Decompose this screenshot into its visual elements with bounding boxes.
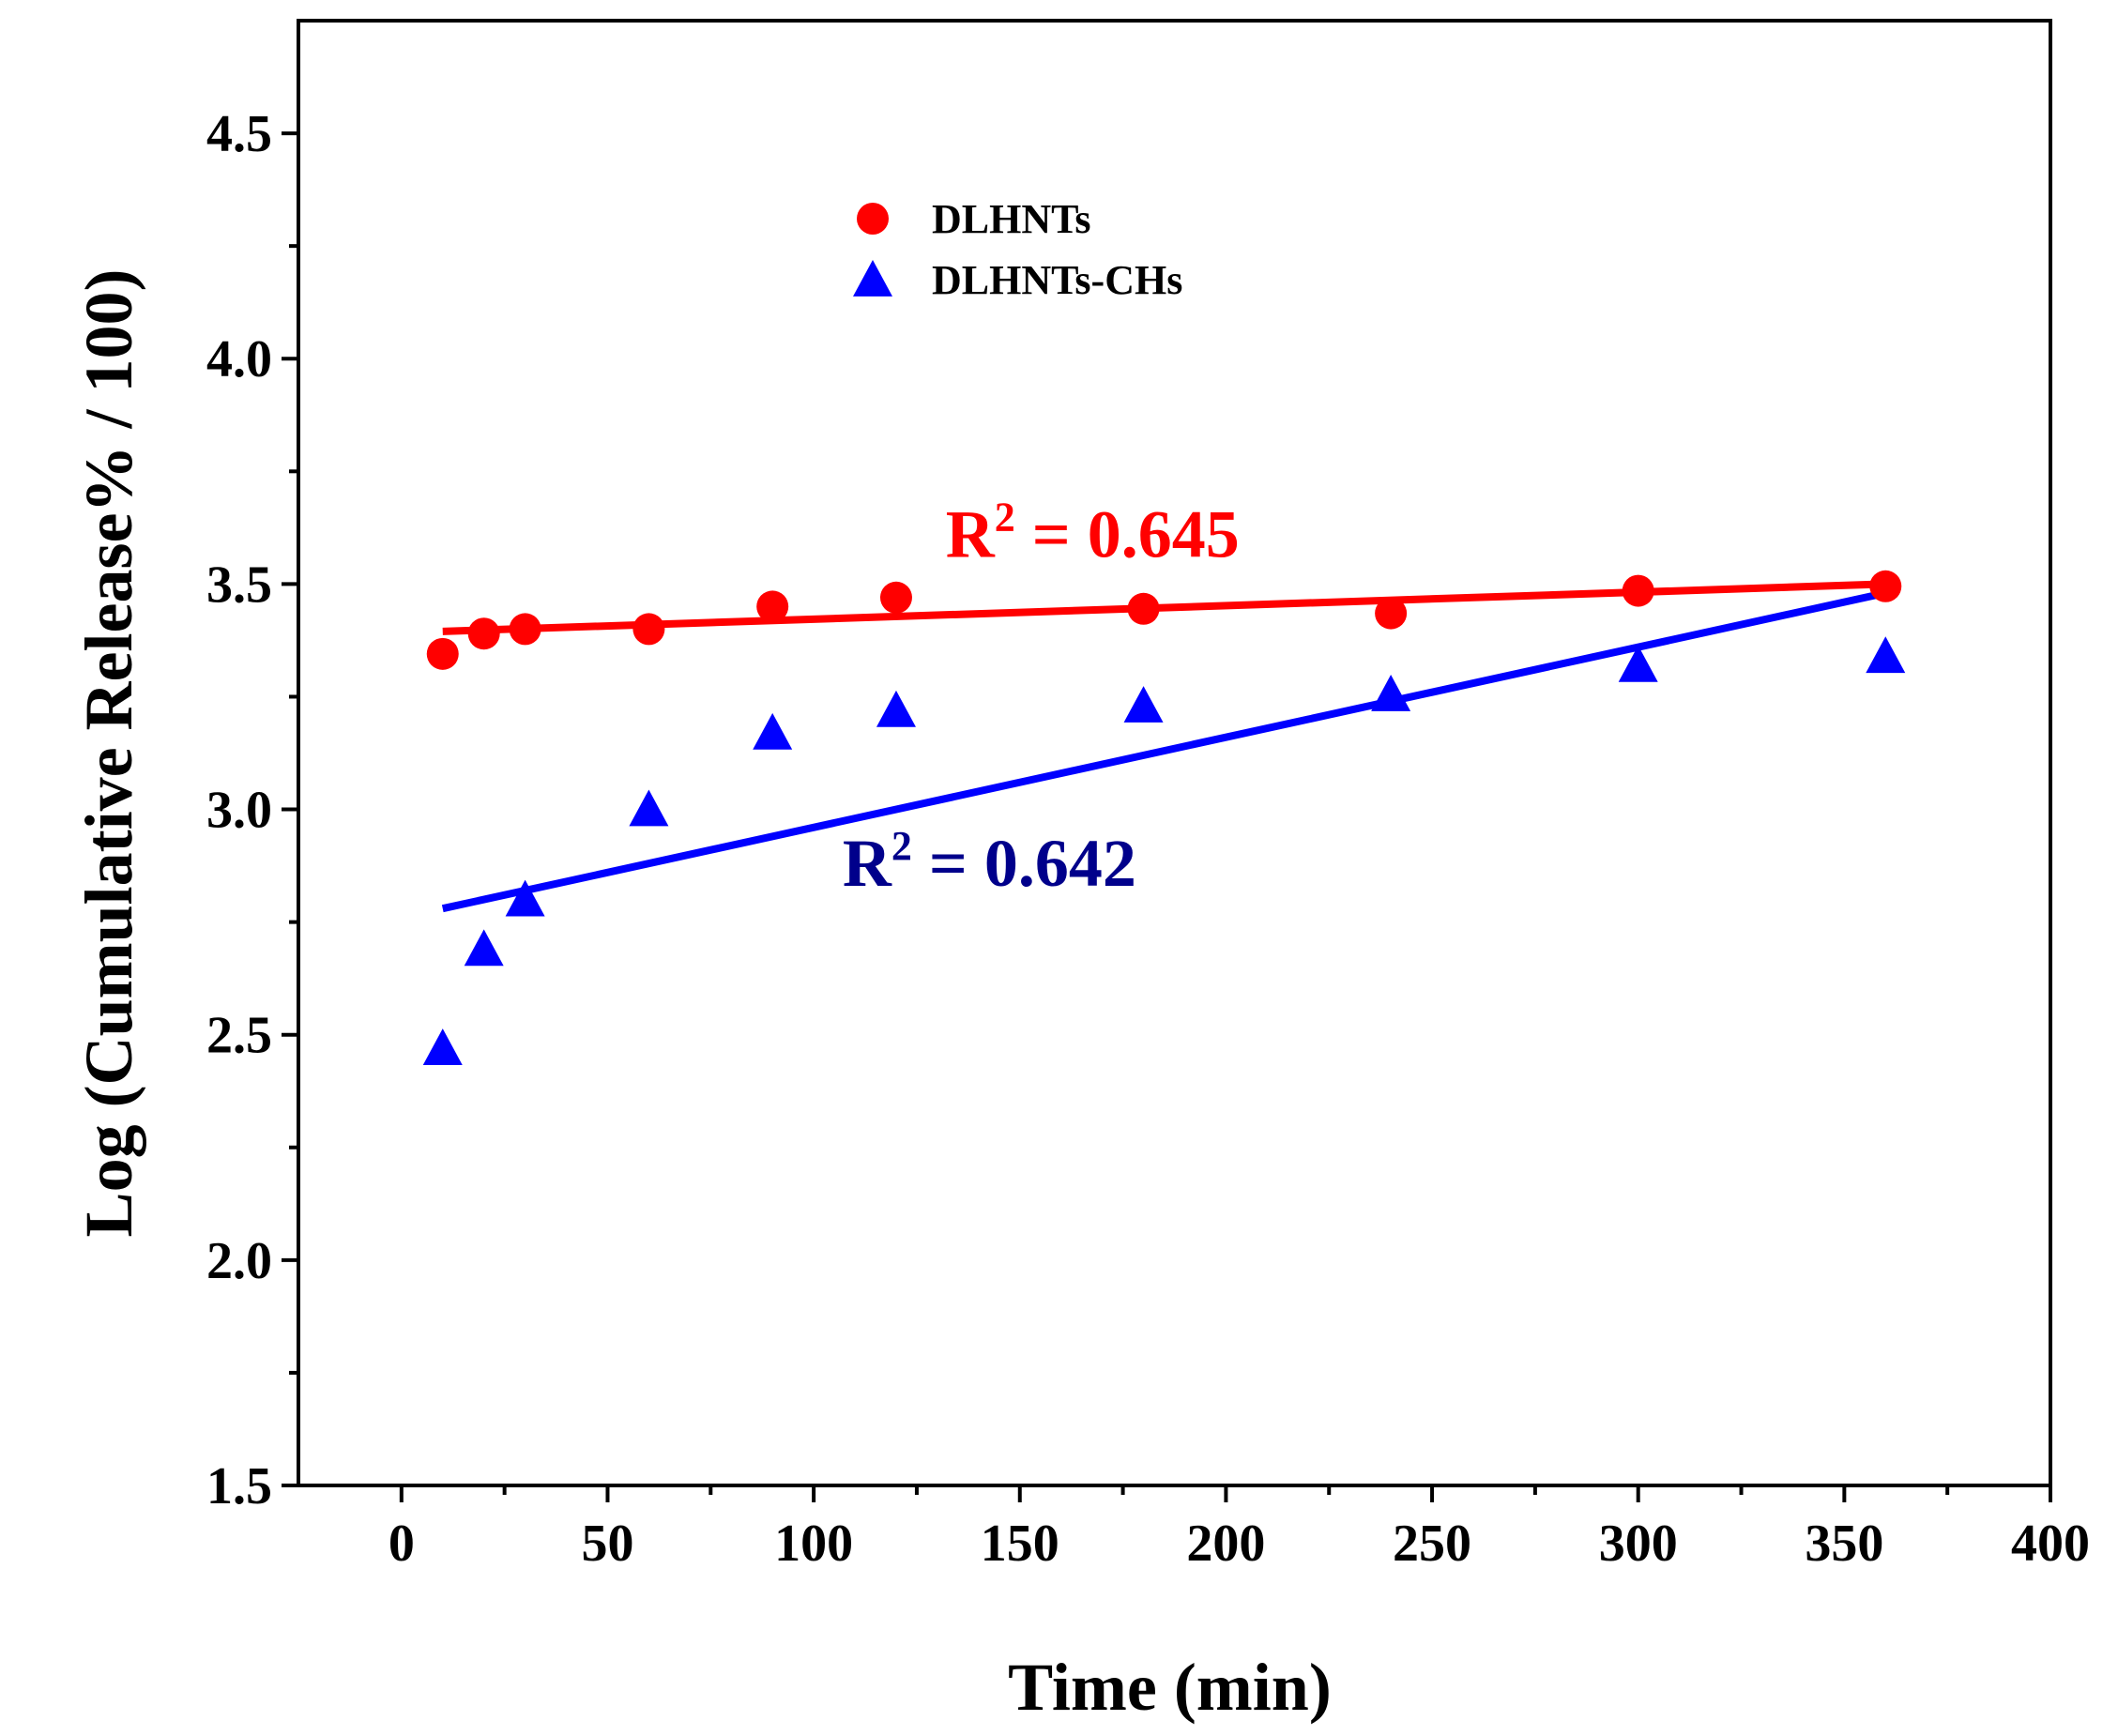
- data-point-dlhnts-chs: [753, 712, 793, 750]
- axes: 0 50 100 150 200 250 300 350 400 1.5 2.0 2.5 3.0 3.5 4…: [71, 19, 2090, 1725]
- data-point-dlhnts: [509, 613, 541, 646]
- y-tick-label: 2.0: [206, 1232, 272, 1290]
- annotation-base: R: [843, 826, 892, 901]
- r-squared-annotation-dlhnts: R2 = 0.645: [946, 495, 1240, 572]
- x-tick-label: 350: [1805, 1515, 1883, 1573]
- data-point-dlhnts: [1869, 570, 1902, 602]
- legend: DLHNTs DLHNTs-CHs: [853, 196, 1182, 303]
- annotation-value: = 0.642: [912, 826, 1136, 901]
- data-point-dlhnts: [756, 590, 789, 623]
- annotation-value: = 0.645: [1015, 497, 1240, 572]
- x-axis-title: Time (min): [1008, 1650, 1332, 1725]
- x-tick-label: 250: [1393, 1515, 1471, 1573]
- x-tick-label: 150: [981, 1515, 1059, 1573]
- y-tick-label: 3.0: [206, 782, 272, 840]
- data-point-dlhnts: [1127, 592, 1160, 625]
- annotation-superscript: 2: [891, 823, 912, 869]
- y-tick-label: 2.5: [206, 1007, 272, 1065]
- legend-label-dlhnts-chs: DLHNTs-CHs: [932, 257, 1182, 303]
- data-point-dlhnts-chs: [876, 690, 916, 727]
- x-tick-label: 50: [581, 1515, 633, 1573]
- fit-line-dlhnts-chs: [441, 589, 1887, 913]
- data-point-dlhnts-chs: [1371, 675, 1411, 711]
- data-point-dlhnts: [426, 637, 459, 670]
- data-points: [422, 570, 1906, 1065]
- data-point-dlhnts-chs: [505, 879, 545, 917]
- y-tick-label: 3.5: [206, 556, 272, 614]
- y-tick-label: 4.0: [206, 330, 272, 388]
- data-point-dlhnts-chs: [422, 1028, 463, 1065]
- data-point-dlhnts: [467, 617, 500, 650]
- plot-frame: [297, 19, 2052, 1487]
- y-tick-label: 1.5: [206, 1457, 272, 1515]
- data-point-dlhnts-chs: [464, 929, 504, 967]
- legend-marker-dlhnts-chs: [853, 260, 892, 297]
- x-tick-label: 200: [1186, 1515, 1265, 1573]
- data-point-dlhnts-chs: [1866, 636, 1906, 674]
- data-point-dlhnts: [879, 581, 912, 614]
- r-squared-annotation-dlhnts-chs: R2 = 0.642: [843, 823, 1136, 901]
- annotation-base: R: [946, 497, 996, 572]
- legend-label-dlhnts: DLHNTs: [932, 196, 1091, 242]
- legend-marker-dlhnts: [857, 203, 889, 235]
- y-axis-title: Log (Cumulative Release% / 100): [71, 269, 146, 1238]
- data-point-dlhnts-chs: [629, 789, 669, 827]
- x-tick-label: 100: [774, 1515, 853, 1573]
- data-point-dlhnts-chs: [1618, 645, 1658, 682]
- annotation-superscript: 2: [995, 495, 1015, 541]
- y-tick-label: 4.5: [206, 105, 272, 163]
- x-tick-label: 400: [2011, 1515, 2090, 1573]
- x-tick-label: 0: [389, 1515, 415, 1573]
- data-point-dlhnts: [632, 613, 665, 646]
- data-point-dlhnts: [1622, 574, 1654, 607]
- data-point-dlhnts-chs: [1123, 686, 1164, 723]
- data-point-dlhnts: [1375, 597, 1408, 630]
- x-tick-label: 300: [1599, 1515, 1678, 1573]
